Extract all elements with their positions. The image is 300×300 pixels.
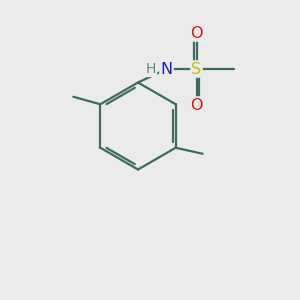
Text: O: O — [190, 26, 203, 40]
Text: O: O — [190, 98, 203, 112]
Text: S: S — [191, 61, 202, 76]
Text: H: H — [146, 62, 156, 76]
Text: N: N — [160, 61, 172, 76]
